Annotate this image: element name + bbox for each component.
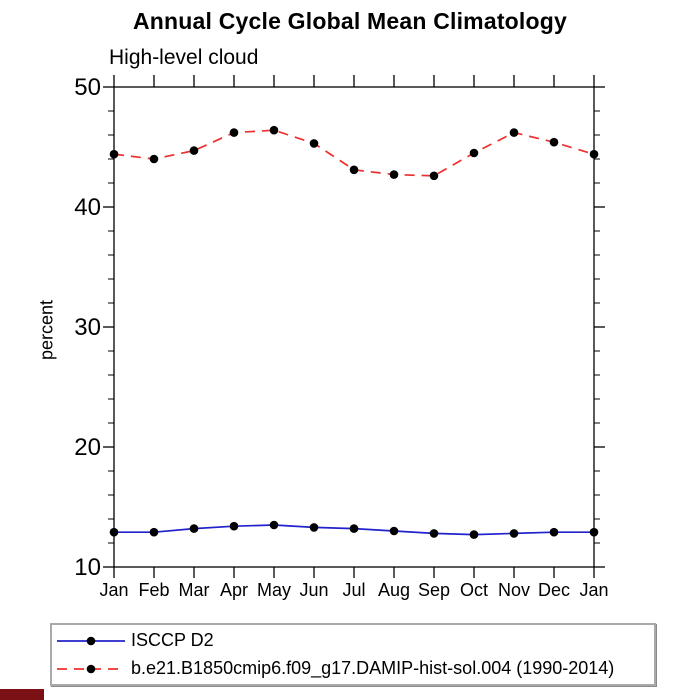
data-point-marker [229,128,239,137]
legend-sample-marker-icon [86,636,96,645]
data-point-marker [349,524,359,533]
x-month-label: Apr [220,580,248,600]
y-tick-label: 50 [74,74,101,101]
y-tick-label: 20 [74,434,101,461]
x-month-label: Dec [538,580,570,600]
legend-box: ISCCP D2 b.e21.B1850cmip6.f09_g17.DAMIP-h… [50,623,656,686]
data-point-marker [509,529,519,538]
x-month-label: Jan [579,580,608,600]
chart-title: Annual Cycle Global Mean Climatology [132,8,568,34]
data-point-marker [549,527,559,537]
x-month-label: Jan [99,580,128,600]
y-tick-label: 10 [74,554,101,581]
legend-label: b.e21.B1850cmip6.f09_g17.DAMIP-hist-sol.… [131,658,615,678]
x-month-label: Jul [342,580,365,600]
x-month-label: Nov [498,580,530,600]
y-tick-label: 30 [74,314,101,341]
x-month-label: Jun [299,580,328,600]
legend-line-sample [57,636,125,645]
data-point-marker [189,146,199,155]
data-point-marker [389,526,399,536]
legend-line-sample [57,664,125,673]
data-point-marker [149,527,159,537]
legend-row: ISCCP D2 [55,627,654,654]
x-month-label: Oct [460,580,488,600]
chart-subtitle: High-level cloud [109,46,259,69]
plot-frame [113,86,595,568]
bottom-left-maroon-bar [0,689,44,700]
data-point-marker [109,149,119,159]
x-month-label: Mar [179,580,210,600]
x-month-label: Sep [418,580,450,600]
data-point-marker [309,523,319,532]
data-point-marker [189,524,199,533]
data-point-marker [549,137,559,147]
y-tick-label: 40 [74,194,101,221]
legend-label: ISCCP D2 [131,630,214,650]
data-point-marker [429,529,439,538]
x-month-label: May [257,580,291,600]
data-point-marker [149,154,159,164]
data-point-marker [309,139,319,148]
legend-row: b.e21.B1850cmip6.f09_g17.DAMIP-hist-sol.… [55,655,654,682]
data-point-marker [269,125,279,135]
data-point-marker [469,530,479,539]
data-point-marker [229,521,239,531]
data-point-marker [469,148,479,158]
x-month-label: Aug [378,580,410,600]
data-point-marker [349,165,359,175]
data-point-marker [589,527,599,537]
legend-sample-marker-icon [86,664,96,673]
data-point-marker [429,171,439,181]
data-point-marker [389,170,399,179]
data-point-marker [269,520,279,530]
data-point-marker [109,527,119,537]
x-month-label: Feb [138,580,169,600]
data-point-marker [589,149,599,159]
data-point-marker [509,128,519,137]
